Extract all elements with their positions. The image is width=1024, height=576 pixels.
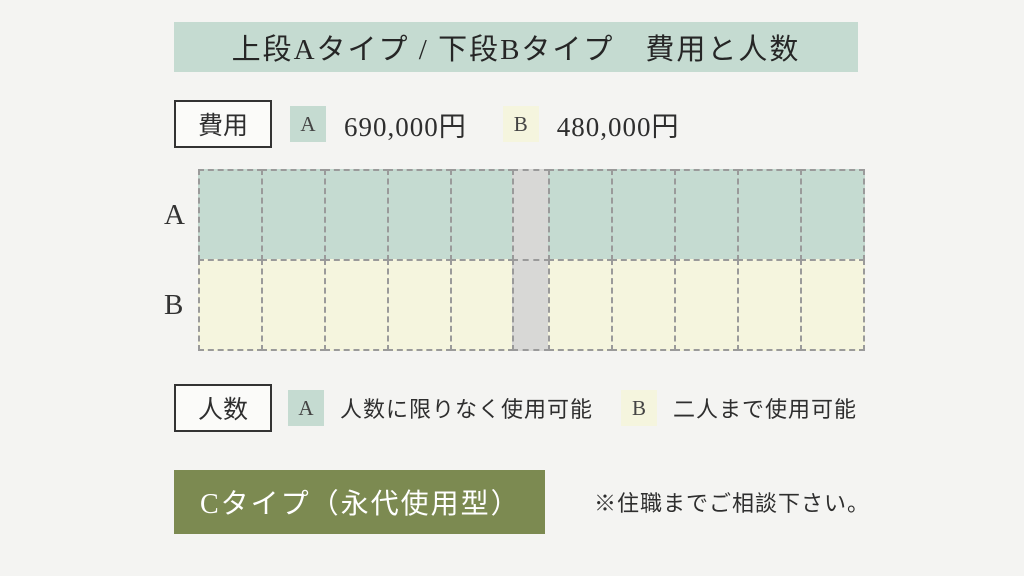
people-a-desc: 人数に限りなく使用可能	[340, 392, 593, 424]
cell-a	[198, 169, 263, 261]
cell-b	[611, 259, 676, 351]
cell-b	[387, 259, 452, 351]
swatch-b: B	[621, 390, 657, 426]
cell-a	[387, 169, 452, 261]
swatch-b: B	[503, 106, 539, 142]
slot-diagram: A B	[164, 170, 864, 350]
people-label: 人数	[174, 384, 272, 432]
cell-a	[450, 169, 515, 261]
cell-b	[324, 259, 389, 351]
diagram-grid	[199, 170, 864, 350]
cell-a	[324, 169, 389, 261]
cell-a	[737, 169, 802, 261]
cell-b	[261, 259, 326, 351]
diagram-row-labels: A B	[164, 170, 199, 350]
cell-b	[674, 259, 739, 351]
c-type-note: ※住職までご相談下さい。	[594, 486, 870, 518]
cell-a	[674, 169, 739, 261]
title-bar: 上段Aタイプ / 下段Bタイプ 費用と人数	[174, 22, 858, 72]
cell-a	[261, 169, 326, 261]
cell-b	[800, 259, 865, 351]
diagram-row-b	[199, 260, 864, 350]
cell-b	[548, 259, 613, 351]
c-type-bar: Cタイプ（永代使用型）	[174, 470, 545, 534]
cell-b	[450, 259, 515, 351]
cell-a	[800, 169, 865, 261]
diagram-row-a	[199, 170, 864, 260]
cell-a	[548, 169, 613, 261]
gap-col	[512, 169, 550, 261]
swatch-a: A	[290, 106, 326, 142]
diagram-label-b: B	[164, 289, 185, 322]
cell-a	[611, 169, 676, 261]
cost-a-value: 690,000円	[344, 105, 467, 144]
diagram-label-a: A	[164, 199, 185, 232]
swatch-a: A	[288, 390, 324, 426]
cost-b-value: 480,000円	[557, 105, 680, 144]
cost-label: 費用	[174, 100, 272, 148]
cell-b	[737, 259, 802, 351]
people-row: 人数 A 人数に限りなく使用可能 B 二人まで使用可能	[174, 384, 869, 432]
people-b-desc: 二人まで使用可能	[673, 392, 857, 424]
gap-col	[512, 259, 550, 351]
cost-row: 費用 A 690,000円 B 480,000円	[174, 100, 698, 148]
cell-b	[198, 259, 263, 351]
